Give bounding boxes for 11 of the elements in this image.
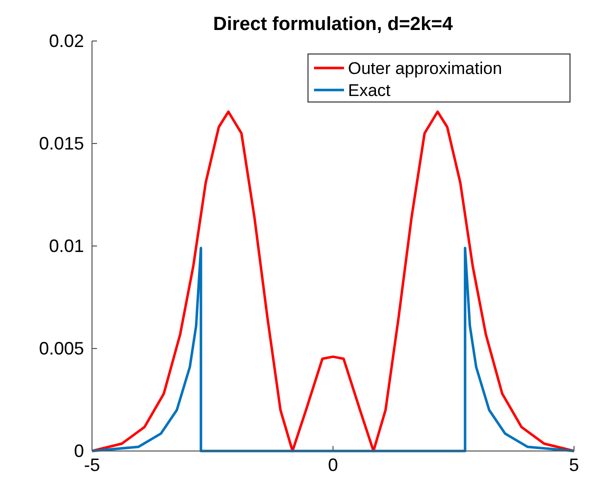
- y-tick-label: 0.01: [48, 236, 84, 256]
- legend-label: Exact: [348, 81, 391, 100]
- y-tick-label: 0: [74, 441, 84, 461]
- x-tick-label: 0: [328, 455, 338, 475]
- x-tick-label: 5: [568, 455, 580, 475]
- x-tick-label: -5: [84, 455, 100, 475]
- legend-label: Outer approximation: [348, 59, 502, 78]
- y-tick-label: 0.005: [38, 338, 84, 358]
- y-tick-label: 0.02: [48, 31, 84, 51]
- chart-title: Direct formulation, d=2k=4: [213, 14, 454, 35]
- y-tick-label: 0.015: [38, 134, 84, 154]
